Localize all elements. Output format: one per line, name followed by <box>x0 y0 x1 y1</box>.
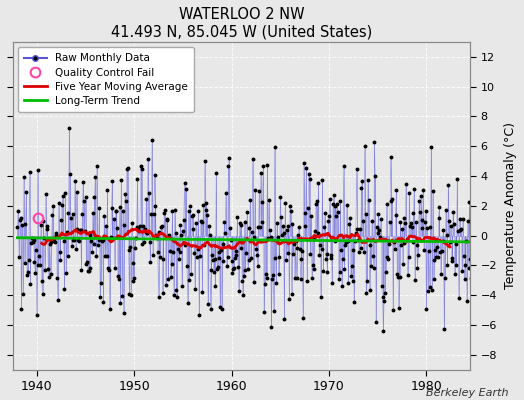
Legend: Raw Monthly Data, Quality Control Fail, Five Year Moving Average, Long-Term Tren: Raw Monthly Data, Quality Control Fail, … <box>18 47 194 112</box>
Text: Berkeley Earth: Berkeley Earth <box>426 388 508 398</box>
Y-axis label: Temperature Anomaly (°C): Temperature Anomaly (°C) <box>504 122 517 289</box>
Title: WATERLOO 2 NW
41.493 N, 85.045 W (United States): WATERLOO 2 NW 41.493 N, 85.045 W (United… <box>111 7 372 39</box>
